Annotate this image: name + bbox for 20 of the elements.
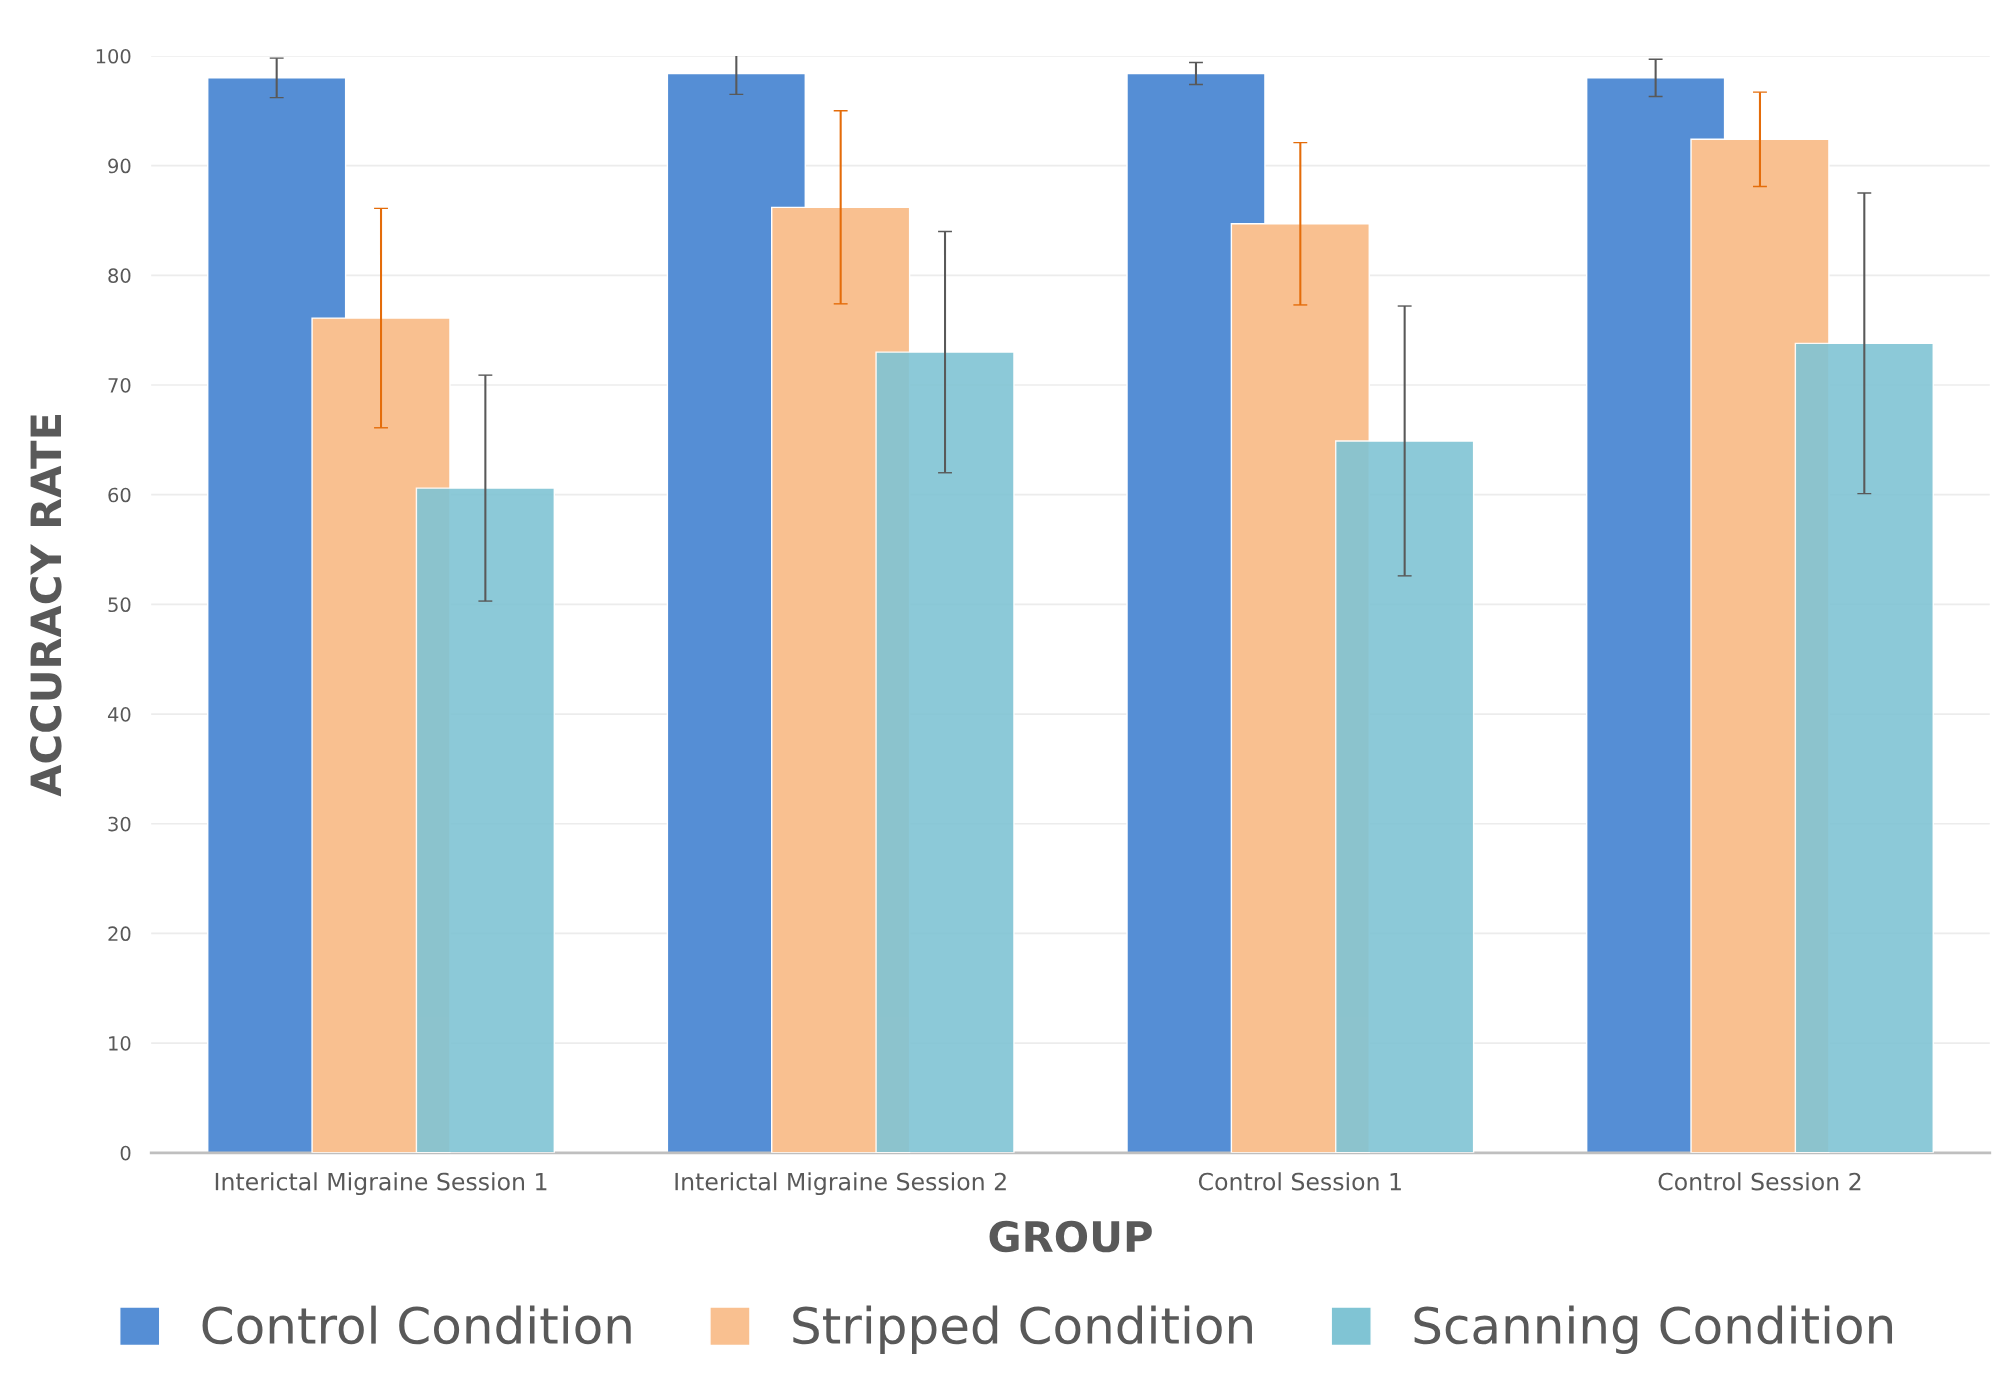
legend-label: Scanning Condition (1414, 1305, 1893, 1354)
y-tick-label: 10 (109, 1036, 131, 1051)
y-tick-label: 40 (107, 707, 131, 722)
y-tick-label: 90 (108, 158, 131, 174)
legend-label: Stripped Condition (793, 1305, 1252, 1354)
x-tick-label: Interictal Migraine Session 1 (215, 1172, 547, 1196)
y-tick-label: 30 (108, 816, 131, 832)
x-axis-title: GROUP (989, 1220, 1152, 1253)
y-tick-label: 50 (108, 597, 131, 613)
legend-label: Control Condition (202, 1305, 631, 1345)
x-tick-label: Control Session 2 (1658, 1172, 1861, 1191)
x-tick-label: Interictal Migraine Session 2 (675, 1172, 1006, 1196)
y-tick-label: 0 (120, 1145, 131, 1161)
y-tick-label: 70 (108, 377, 131, 393)
y-tick-label: 80 (108, 268, 131, 283)
y-tick-label: 60 (108, 487, 131, 503)
x-tick-label: Control Session 1 (1198, 1172, 1401, 1191)
y-tick-label: 100 (96, 48, 131, 64)
y-tick-label: 20 (108, 926, 131, 942)
y-axis-title: ACCURACY RATE (30, 415, 62, 797)
